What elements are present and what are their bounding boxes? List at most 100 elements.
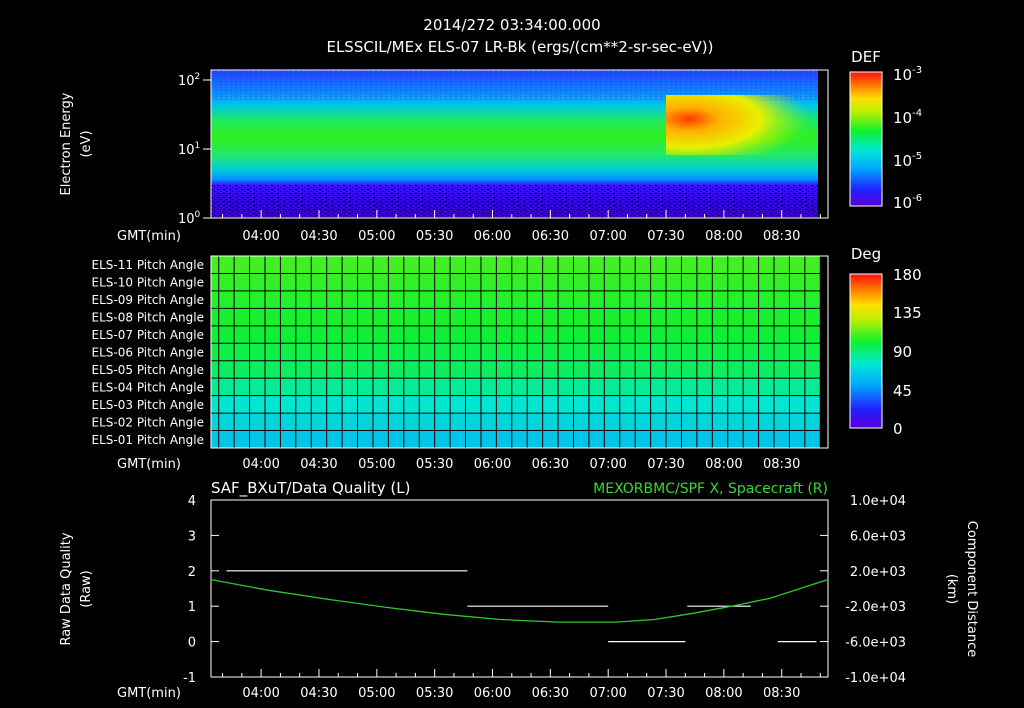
- pitch-angle-row-3: [211, 395, 828, 414]
- x-tick-label-0700: 07:00: [589, 686, 626, 701]
- x-tick-label-0630: 06:30: [532, 686, 569, 701]
- pitch-angle-row-6: [211, 343, 828, 361]
- x-axis-tick-labels-1: 04:00 04:30 05:00 05:30 06:00 06:30 07:00 07:30…: [242, 229, 800, 244]
- x-tick-label-0800: 08:00: [705, 686, 742, 701]
- pitch-angle-row-2: [211, 413, 828, 431]
- pitch-angle-row-9: [211, 290, 828, 309]
- quality-y-unit-left: (Raw): [79, 570, 94, 608]
- x-tick-label-0830: 08:30: [763, 457, 800, 472]
- x-tick-label-0430: 04:30: [300, 229, 337, 244]
- spectrogram-hot-region: [666, 95, 816, 155]
- pitch-angle-row-label: ELS-03 Pitch Angle: [92, 398, 204, 412]
- right-y-label: -2.0e+03: [845, 600, 906, 615]
- pitch-angle-row-label: ELS-06 Pitch Angle: [92, 346, 204, 360]
- pitch-angle-row-label: ELS-09 Pitch Angle: [92, 293, 204, 307]
- pitch-angle-row-label: ELS-02 Pitch Angle: [92, 415, 204, 429]
- quality-title-left: SAF_BXuT/Data Quality (L): [211, 479, 411, 498]
- y-label-10: 101: [178, 141, 200, 158]
- spf-x-distance-line: [210, 578, 829, 623]
- quality-left-axis: 4 3 2 1 0 -1: [183, 494, 219, 686]
- x-tick-label-0400: 04:00: [242, 686, 279, 701]
- spectrogram-noise-overlay: [211, 185, 828, 218]
- pitch-angle-row-label: ELS-10 Pitch Angle: [92, 276, 204, 290]
- pitch-angle-row-label: ELS-08 Pitch Angle: [92, 311, 204, 325]
- deg-colorbar: [849, 273, 883, 429]
- right-y-label: 1.0e+04: [850, 494, 906, 509]
- y-label-100: 102: [178, 72, 200, 89]
- left-y-label-1: 1: [188, 600, 196, 615]
- right-y-label: -6.0e+03: [845, 636, 906, 651]
- spectrogram-data-gap: [818, 70, 828, 218]
- quality-panel: SAF_BXuT/Data Quality (L) MEXORBMC/SPF X…: [59, 479, 979, 701]
- pitch-angle-row-label: ELS-11 Pitch Angle: [92, 258, 204, 272]
- left-y-label-2: 2: [188, 565, 196, 580]
- x-axis-label-1: GMT(min): [117, 229, 181, 244]
- def-colorbar-label: DEF: [851, 48, 881, 66]
- left-y-label-0: 0: [188, 636, 196, 651]
- left-y-label-3: 3: [188, 529, 196, 544]
- x-axis-label-3: GMT(min): [117, 686, 181, 701]
- x-axis-label-2: GMT(min): [117, 457, 181, 472]
- x-tick-label-0430: 04:30: [300, 686, 337, 701]
- deg-tick-180: 180: [893, 266, 922, 284]
- x-tick-label-0830: 08:30: [763, 686, 800, 701]
- spectrogram-y-title: Electron Energy: [59, 92, 74, 195]
- x-axis-tick-labels-2: 04:00 04:30 05:00 05:30 06:00 06:30 07:00 07:30…: [242, 457, 800, 472]
- spectrogram-frame: [210, 69, 829, 219]
- pitch-angle-row-4: [211, 378, 828, 396]
- pitch-angle-row-5: [211, 360, 828, 379]
- spectrogram-title: ELSSCIL/MEx ELS-07 LR-Bk (ergs/(cm**2-sr…: [326, 38, 713, 56]
- timestamp: 2014/272 03:34:00.000: [423, 16, 600, 34]
- pitch-angle-row-7: [211, 325, 828, 344]
- def-tick-1e-4: 10-4: [893, 108, 922, 127]
- pitch-angle-row-11: [211, 256, 828, 274]
- pitch-angle-row-label: ELS-07 Pitch Angle: [92, 328, 204, 342]
- x-tick-label-0430: 04:30: [300, 457, 337, 472]
- spectrogram-panel: 102 101 100 Electron Energy (eV) GMT(min…: [59, 48, 922, 244]
- pitch-angle-data-gap: [820, 256, 828, 448]
- left-y-label--1: -1: [183, 671, 196, 686]
- quality-y-unit-right: (km): [944, 574, 959, 604]
- quality-x-ticks: [222, 669, 821, 677]
- x-tick-label-0400: 04:00: [242, 457, 279, 472]
- x-tick-label-0600: 06:00: [474, 457, 511, 472]
- pitch-angle-row-1: [211, 430, 828, 448]
- right-y-label: -1.0e+04: [845, 671, 906, 686]
- x-tick-label-0600: 06:00: [474, 686, 511, 701]
- pitch-angle-rows: [211, 256, 828, 448]
- deg-tick-90: 90: [893, 343, 912, 361]
- pitch-angle-row-10: [211, 273, 828, 291]
- x-tick-label-0700: 07:00: [589, 229, 626, 244]
- x-tick-label-0630: 06:30: [532, 229, 569, 244]
- pitch-angle-frame: [210, 255, 829, 449]
- def-tick-1e-6: 10-6: [893, 193, 922, 212]
- pitch-angle-row-label: ELS-01 Pitch Angle: [92, 433, 204, 447]
- x-tick-label-0530: 05:30: [416, 457, 453, 472]
- quality-y-title-right: Component Distance: [964, 521, 979, 657]
- spectrogram-x-ticks: [222, 210, 821, 218]
- y-label-1: 100: [178, 210, 201, 227]
- x-tick-label-0830: 08:30: [763, 229, 800, 244]
- x-tick-label-0700: 07:00: [589, 457, 626, 472]
- left-y-label-4: 4: [188, 494, 196, 509]
- x-tick-label-0800: 08:00: [705, 457, 742, 472]
- x-tick-label-0500: 05:00: [358, 457, 395, 472]
- pitch-angle-row-labels: ELS-11 Pitch Angle ELS-10 Pitch Angle ELS-…: [92, 258, 204, 447]
- deg-tick-135: 135: [893, 304, 922, 322]
- pitch-angle-grid: [211, 255, 828, 448]
- deg-colorbar-label: Deg: [851, 245, 881, 263]
- x-tick-label-0600: 06:00: [474, 229, 511, 244]
- quality-title-right: MEXORBMC/SPF X, Spacecraft (R): [593, 481, 828, 497]
- quality-frame: [210, 499, 829, 678]
- quality-right-axis: 1.0e+04 6.0e+03 2.0e+03 -2.0e+03 -6.0e+03 -1.…: [820, 494, 906, 686]
- pitch-angle-panel: ELS-11 Pitch Angle ELS-10 Pitch Angle ELS-…: [92, 245, 922, 472]
- right-y-label: 2.0e+03: [850, 565, 906, 580]
- spectrogram-y-unit: (eV): [79, 130, 94, 157]
- def-tick-1e-5: 10-5: [893, 151, 922, 170]
- spectrogram-y-axis: 102 101 100: [178, 72, 211, 227]
- x-tick-label-0730: 07:30: [647, 686, 684, 701]
- x-tick-label-0530: 05:30: [416, 686, 453, 701]
- pitch-angle-row-label: ELS-04 Pitch Angle: [92, 380, 204, 394]
- quality-y-title-left: Raw Data Quality: [59, 532, 74, 645]
